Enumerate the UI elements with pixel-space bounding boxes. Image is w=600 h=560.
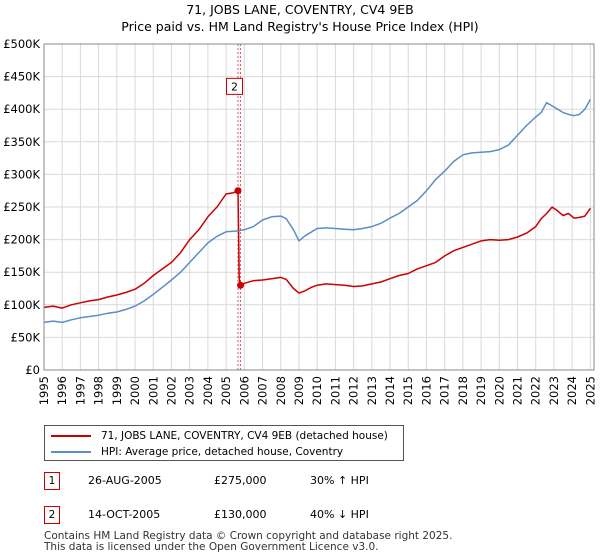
sale-price: £130,000 bbox=[214, 508, 267, 521]
sale-date: 14-OCT-2005 bbox=[88, 508, 161, 521]
x-tick-label: 2014 bbox=[383, 376, 397, 405]
x-tick-label: 2008 bbox=[274, 376, 288, 405]
x-tick-label: 2003 bbox=[183, 376, 197, 405]
x-tick-label: 2009 bbox=[292, 376, 306, 405]
x-tick-label: 2025 bbox=[583, 376, 597, 405]
sale-hpi-comparison: 40% ↓ HPI bbox=[310, 508, 369, 521]
footer-line-2: This data is licensed under the Open Gov… bbox=[44, 541, 379, 553]
x-tick-label: 2016 bbox=[419, 376, 433, 405]
sale-marker-label-box bbox=[226, 77, 244, 95]
y-tick-label: £250K bbox=[3, 200, 40, 214]
x-tick-label: 1999 bbox=[110, 376, 124, 405]
sale-hpi-comparison: 30% ↑ HPI bbox=[310, 474, 369, 487]
sale-row: 2 14-OCT-2005 £130,000 40% ↓ HPI bbox=[44, 506, 464, 528]
chart-title: 71, JOBS LANE, COVENTRY, CV4 9EB bbox=[186, 2, 414, 17]
price-chart: £0 £50K £100K £150K £200K £250K £300K £350K £400… bbox=[3, 37, 597, 405]
x-tick-label: 2007 bbox=[256, 376, 270, 405]
sale-row: 1 26-AUG-2005 £275,000 30% ↑ HPI bbox=[44, 472, 464, 494]
x-tick-label: 2004 bbox=[201, 376, 215, 405]
x-tick-label: 2024 bbox=[565, 376, 579, 405]
hpi-line bbox=[43, 99, 592, 324]
x-tick-label: 2021 bbox=[511, 376, 525, 405]
x-tick-label: 1998 bbox=[92, 376, 106, 405]
x-tick-label: 2011 bbox=[328, 376, 342, 405]
legend-label-hpi: HPI: Average price, detached house, Cove… bbox=[101, 446, 344, 458]
sale-marker-label: 2 bbox=[231, 80, 238, 93]
sale-price: £275,000 bbox=[214, 474, 267, 487]
chart-subtitle: Price paid vs. HM Land Registry's House … bbox=[121, 19, 479, 34]
y-tick-label: £150K bbox=[3, 265, 40, 279]
y-tick-label: £500K bbox=[3, 37, 40, 51]
x-tick-label: 2002 bbox=[164, 376, 178, 405]
plot-frame bbox=[43, 43, 595, 371]
x-tick-label: 1996 bbox=[55, 376, 69, 405]
y-tick-label: £400K bbox=[3, 102, 40, 116]
legend-item-hpi: HPI: Average price, detached house, Cove… bbox=[51, 444, 343, 460]
x-tick-label: 2005 bbox=[219, 376, 233, 405]
x-tick-label: 2012 bbox=[347, 376, 361, 405]
sale-number-badge: 2 bbox=[44, 506, 60, 524]
x-tick-label: 2010 bbox=[310, 376, 324, 405]
y-tick-label: £300K bbox=[3, 167, 40, 181]
x-tick-label: 2022 bbox=[529, 376, 543, 405]
x-tick-label: 2023 bbox=[547, 376, 561, 405]
sale-point bbox=[237, 281, 245, 289]
sale-date: 26-AUG-2005 bbox=[88, 474, 162, 487]
x-tick-label: 2018 bbox=[456, 376, 470, 405]
legend-swatch-property bbox=[51, 435, 91, 437]
x-tick-label: 2017 bbox=[438, 376, 452, 405]
footer-attribution: Contains HM Land Registry data © Crown c… bbox=[44, 531, 452, 553]
y-tick-label: £350K bbox=[3, 135, 40, 149]
x-tick-label: 1997 bbox=[73, 376, 87, 405]
sale-number-badge: 1 bbox=[44, 472, 60, 490]
x-tick-label: 2000 bbox=[128, 376, 142, 405]
x-tick-label: 2001 bbox=[146, 376, 160, 405]
y-tick-label: £0 bbox=[25, 363, 40, 377]
legend-swatch-hpi bbox=[51, 451, 91, 453]
footer-line-1: Contains HM Land Registry data © Crown c… bbox=[44, 530, 453, 542]
y-tick-label: £450K bbox=[3, 70, 40, 84]
legend-item-property: 71, JOBS LANE, COVENTRY, CV4 9EB (detach… bbox=[51, 428, 388, 444]
sale-period-band bbox=[237, 44, 241, 370]
x-tick-label: 2006 bbox=[237, 376, 251, 405]
sale-point bbox=[234, 187, 242, 195]
x-tick-label: 2013 bbox=[365, 376, 379, 405]
y-tick-label: £200K bbox=[3, 233, 40, 247]
y-tick-label: £50K bbox=[11, 330, 41, 344]
price-paid-line bbox=[43, 189, 592, 309]
x-tick-label: 2019 bbox=[474, 376, 488, 405]
x-tick-label: 2020 bbox=[492, 376, 506, 405]
legend-label-property: 71, JOBS LANE, COVENTRY, CV4 9EB (detach… bbox=[101, 430, 388, 442]
x-tick-label: 2015 bbox=[401, 376, 415, 405]
x-tick-label: 1995 bbox=[37, 376, 51, 405]
chart-legend: 71, JOBS LANE, COVENTRY, CV4 9EB (detach… bbox=[44, 425, 404, 461]
y-tick-label: £100K bbox=[3, 298, 40, 312]
